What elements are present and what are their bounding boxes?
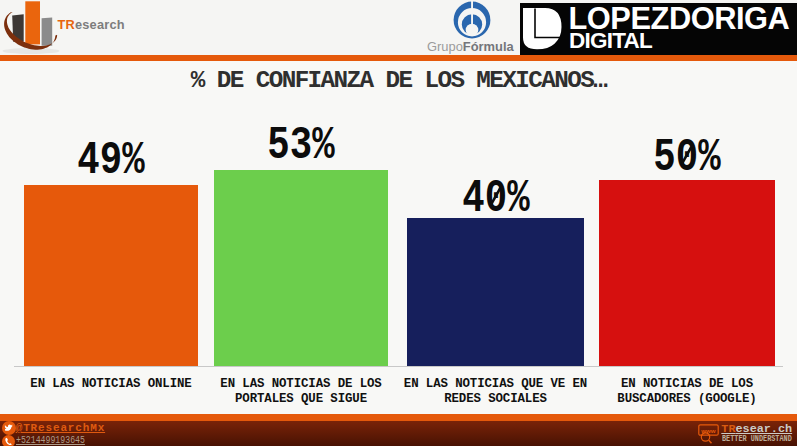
svg-text:www: www [700,426,716,433]
